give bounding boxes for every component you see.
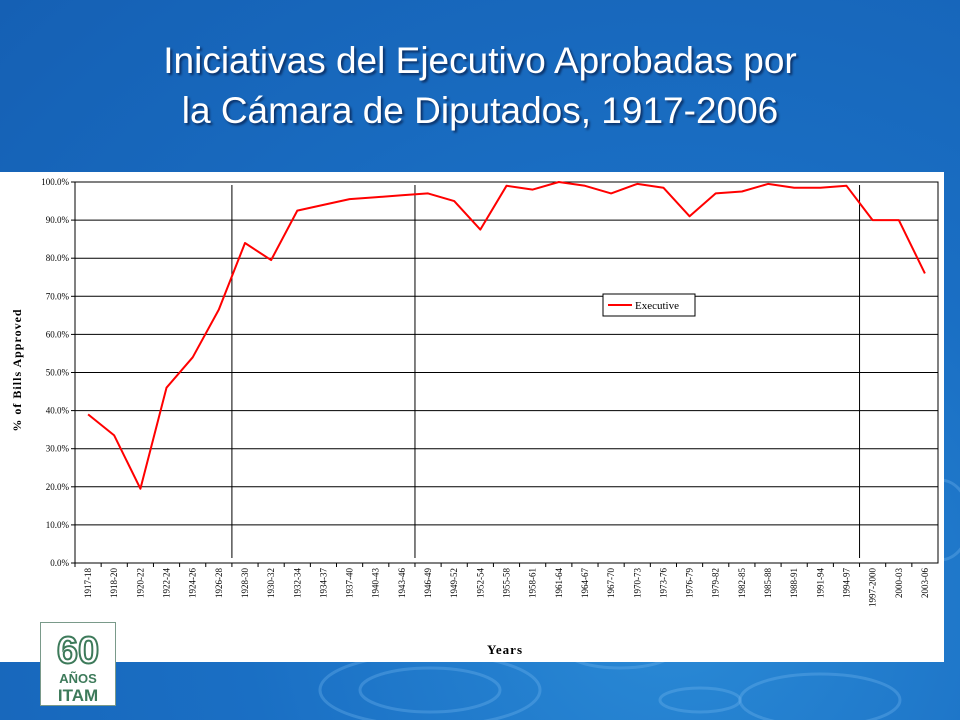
grid-lines: [71, 181, 938, 567]
x-tick-label: 1937-40: [345, 568, 355, 598]
x-tick-label: 1958-61: [528, 568, 538, 598]
x-tick-label: 1988-91: [789, 568, 799, 598]
x-tick-label: 1928-30: [240, 568, 250, 598]
x-tick-label: 1964-67: [580, 568, 590, 598]
x-tick-label: 1994-97: [841, 568, 851, 598]
series-line-executive: [87, 181, 926, 490]
y-tick-label: 50.0%: [46, 368, 70, 378]
logo-word-anos: AÑOS: [59, 671, 97, 686]
x-tick-label: 1930-32: [266, 568, 276, 598]
slide-title-line-2: la Cámara de Diputados, 1917-2006: [181, 90, 779, 131]
y-tick-labels: 0.0% 10.0% 20.0% 30.0% 40.0% 50.0% 60.0% 70.0% 8…: [41, 177, 69, 568]
legend-box: [602, 293, 696, 317]
x-tick-label: 1997-2000: [868, 568, 878, 607]
itam-logo-graphic: 60 AÑOS ITAM: [56, 629, 100, 705]
logo-number: 60: [57, 630, 99, 672]
x-tick-label: 1932-34: [292, 568, 302, 598]
itam-60-years-logo: 60 AÑOS ITAM: [40, 622, 116, 706]
x-tick-label: 1991-94: [815, 568, 825, 598]
x-tick-label: 1955-58: [502, 568, 512, 598]
x-tick-label: 1934-37: [318, 568, 328, 598]
y-axis-title: % of Bills Approved: [10, 308, 24, 431]
x-tick-label: 1918-20: [109, 568, 119, 598]
series-layer: [87, 181, 926, 490]
y-tick-label: 30.0%: [46, 444, 70, 454]
x-tick-label: 2003-06: [920, 568, 930, 598]
x-tick-label: 1926-28: [214, 568, 224, 598]
x-tick-label: 1952-54: [475, 568, 485, 598]
x-tick-label: 1946-49: [423, 568, 433, 598]
x-tick-label: 1967-70: [606, 568, 616, 598]
y-tick-label: 70.0%: [46, 291, 70, 301]
y-tick-label: 40.0%: [46, 406, 70, 416]
x-tick-label: 1924-26: [188, 568, 198, 598]
y-tick-label: 10.0%: [46, 520, 70, 530]
x-tick-label: 1943-46: [397, 568, 407, 598]
x-tick-label: 1920-22: [135, 568, 145, 598]
y-tick-label: 100.0%: [41, 177, 69, 187]
plot-area-border: [74, 181, 939, 564]
y-tick-label: 60.0%: [46, 329, 70, 339]
x-tick-label: 1917-18: [83, 568, 93, 598]
x-tick-label: 1949-52: [449, 568, 459, 598]
period-divider-lines: [231, 185, 861, 558]
y-tick-label: 0.0%: [50, 558, 69, 568]
x-tick-labels: 1917-18 1918-20 1920-22 1922-24 1924-26 1926-…: [83, 568, 930, 607]
y-tick-label: 90.0%: [46, 215, 70, 225]
x-tick-label: 1982-85: [737, 568, 747, 598]
x-tick-label: 1922-24: [162, 568, 172, 598]
x-tick-label: 1976-79: [685, 568, 695, 598]
y-tick-label: 80.0%: [46, 253, 70, 263]
x-tick-label: 1940-43: [371, 568, 381, 598]
x-tick-label: 2000-03: [894, 568, 904, 598]
slide-title: Iniciativas del Ejecutivo Aprobadas por …: [0, 36, 960, 136]
legend: Executive: [602, 293, 696, 317]
slide-title-line-1: Iniciativas del Ejecutivo Aprobadas por: [163, 40, 797, 81]
x-tick-label: 1979-82: [711, 568, 721, 598]
x-tick-label: 1961-64: [554, 568, 564, 598]
x-axis-title: Years: [487, 642, 523, 657]
line-chart: 0.0% 10.0% 20.0% 30.0% 40.0% 50.0% 60.0% 70.0% 8…: [10, 177, 939, 657]
logo-word-itam: ITAM: [58, 686, 98, 705]
x-tick-label: 1970-73: [632, 568, 642, 598]
y-tick-label: 20.0%: [46, 482, 70, 492]
chart-panel: 0.0% 10.0% 20.0% 30.0% 40.0% 50.0% 60.0% 70.0% 8…: [0, 172, 944, 662]
x-tick-label: 1985-88: [763, 568, 773, 598]
legend-label-executive: Executive: [635, 300, 679, 312]
x-tick-label: 1973-76: [658, 568, 668, 598]
